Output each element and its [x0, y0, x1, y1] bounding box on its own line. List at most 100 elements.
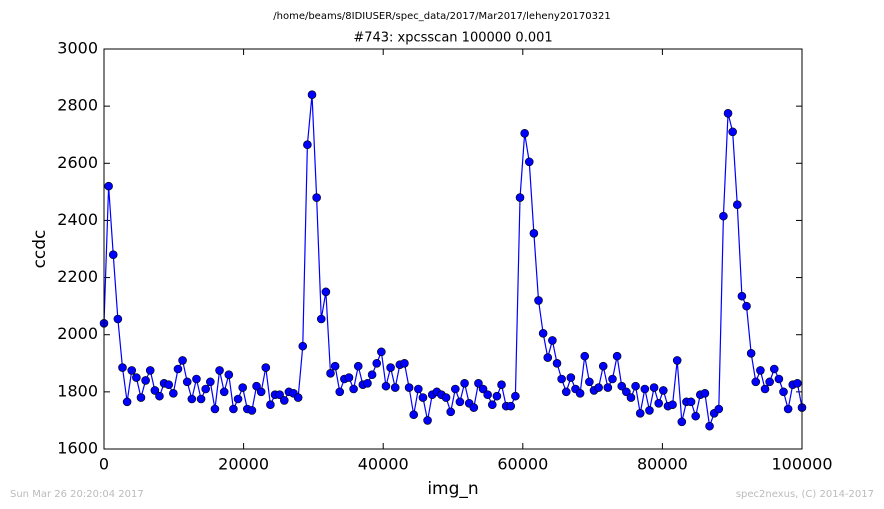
data-point: [303, 140, 312, 150]
x-tick-label: 80000: [637, 455, 688, 474]
data-point: [201, 384, 210, 394]
data-point: [113, 314, 123, 324]
data-point: [746, 348, 756, 358]
data-point: [312, 193, 321, 202]
data-point: [705, 421, 714, 431]
data-point: [279, 396, 289, 405]
data-point: [497, 380, 506, 390]
data-point: [737, 291, 747, 301]
data-point: [635, 408, 645, 418]
x-tick-label: 20000: [218, 455, 269, 474]
x-tick-label: 60000: [497, 455, 548, 474]
data-point: [455, 397, 465, 407]
data-point: [349, 384, 358, 394]
x-axis-label: img_n: [427, 479, 478, 499]
data-point: [742, 301, 751, 311]
data-point: [122, 397, 132, 407]
data-point: [293, 393, 303, 402]
data-point: [760, 384, 770, 394]
data-point: [400, 358, 409, 368]
data-point: [192, 374, 201, 384]
data-point: [155, 391, 164, 401]
data-point: [534, 296, 543, 305]
data-point: [668, 400, 677, 410]
data-point: [557, 374, 566, 384]
data-point: [612, 351, 622, 361]
data-point: [150, 386, 160, 395]
data-point: [256, 387, 266, 397]
y-tick-label: 2200: [57, 267, 98, 286]
data-point: [229, 404, 238, 414]
data-point: [686, 397, 696, 407]
data-point: [543, 353, 553, 362]
data-point: [414, 384, 423, 394]
data-point: [566, 373, 576, 382]
y-tick-label: 2600: [57, 153, 98, 172]
data-point: [247, 406, 257, 415]
data-point: [626, 393, 636, 402]
data-point: [756, 366, 765, 375]
data-point: [224, 370, 234, 380]
data-point: [321, 287, 331, 297]
data-point: [487, 400, 497, 410]
data-point: [460, 378, 469, 388]
data-point: [774, 374, 784, 384]
y-tick-label: 2400: [57, 210, 98, 229]
data-point: [381, 381, 391, 391]
data-point: [173, 364, 183, 374]
data-point: [654, 398, 664, 408]
data-point: [451, 384, 460, 394]
data-point: [298, 341, 308, 351]
data-point: [386, 363, 395, 372]
data-point: [206, 377, 215, 387]
data-point: [728, 127, 737, 137]
data-point: [793, 378, 802, 388]
data-point: [594, 383, 603, 392]
data-point: [608, 374, 617, 384]
data-point: [187, 394, 197, 404]
y-tick-label: 3000: [57, 39, 98, 58]
chart-title: #743: xpcsscan 100000 0.001: [353, 31, 552, 46]
data-point: [672, 356, 682, 365]
data-point: [649, 383, 659, 392]
data-point: [783, 404, 793, 414]
data-point: [769, 364, 779, 374]
data-point: [196, 394, 206, 404]
data-point: [640, 384, 650, 394]
data-point: [645, 406, 654, 415]
data-point: [478, 384, 488, 394]
data-point: [252, 381, 261, 391]
x-tick-label: 100000: [771, 455, 832, 474]
data-point: [127, 366, 137, 375]
y-axis-label: ccdc: [30, 230, 50, 269]
data-point: [622, 387, 631, 397]
data-point: [561, 387, 571, 397]
data-point: [210, 404, 220, 414]
data-point: [524, 157, 534, 167]
data-point: [474, 378, 483, 388]
data-point: [617, 381, 627, 391]
data-point: [104, 181, 113, 191]
data-point: [469, 403, 479, 412]
data-point: [719, 211, 728, 221]
data-line: [103, 94, 803, 427]
data-point: [714, 404, 724, 414]
data-point: [266, 400, 275, 410]
data-point: [136, 393, 146, 402]
data-point: [409, 410, 419, 420]
x-tick-label: 0: [99, 455, 109, 474]
footer-right: spec2nexus, (C) 2014-2017: [736, 489, 874, 500]
data-point: [238, 383, 247, 392]
suptitle: /home/beams/8IDIUSER/spec_data/2017/Mar2…: [273, 11, 610, 22]
data-point: [580, 351, 590, 361]
data-point: [307, 90, 317, 100]
data-point: [723, 108, 733, 118]
data-point: [164, 380, 174, 390]
data-point: [367, 370, 377, 380]
data-point: [335, 387, 345, 397]
data-point: [275, 390, 284, 400]
data-point: [515, 193, 525, 202]
data-point: [141, 376, 150, 385]
data-point: [552, 358, 562, 368]
